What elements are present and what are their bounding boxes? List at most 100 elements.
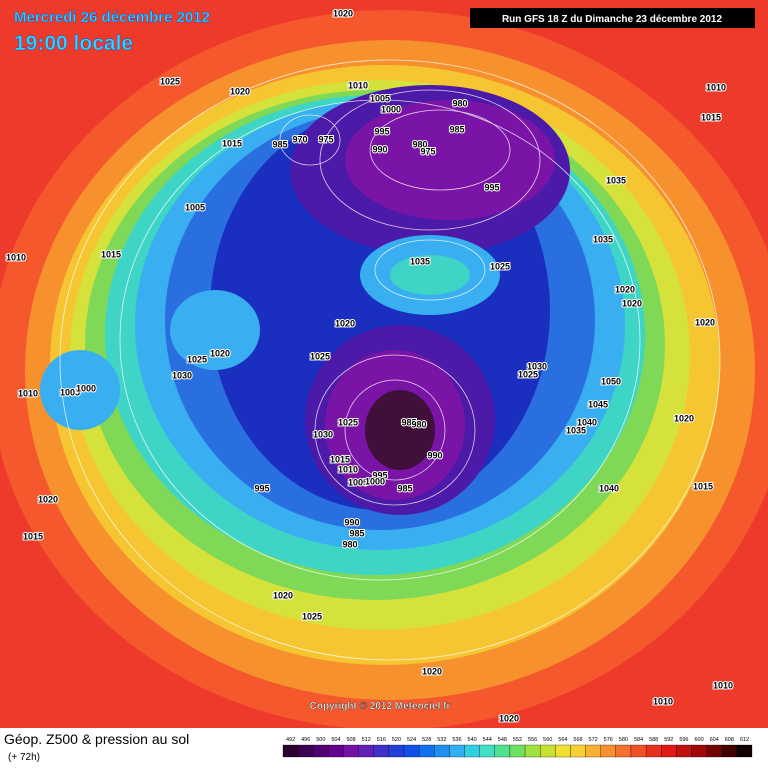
pressure-label: 1020 xyxy=(210,348,230,358)
pressure-label: 985 xyxy=(272,139,287,149)
scale-swatch xyxy=(434,744,450,758)
scale-label: 584 xyxy=(634,737,643,743)
date: Mercredi 26 décembre 2012 xyxy=(14,9,210,26)
pressure-label: 1020 xyxy=(622,298,642,308)
scale-swatch xyxy=(630,744,647,758)
pressure-label: 990 xyxy=(344,517,359,527)
scale-label: 520 xyxy=(392,737,401,743)
scale-swatch xyxy=(282,744,299,758)
scale-swatch xyxy=(555,744,571,758)
scale-swatch xyxy=(494,744,511,758)
scale-swatch xyxy=(524,744,541,758)
scale-label: 516 xyxy=(377,737,386,743)
scale-swatch xyxy=(343,744,359,758)
scale-label: 552 xyxy=(513,737,522,743)
scale-label: 592 xyxy=(664,737,673,743)
pressure-label: 1020 xyxy=(674,413,694,423)
scale-swatch xyxy=(358,744,374,758)
pressure-label: 1040 xyxy=(577,417,597,427)
pressure-label: 975 xyxy=(420,146,435,156)
pressure-label: 995 xyxy=(374,126,389,136)
legend-lead: (+ 72h) xyxy=(8,752,40,763)
scale-label: 556 xyxy=(528,737,537,743)
pressure-label: 1025 xyxy=(302,611,322,621)
scale-label: 600 xyxy=(694,737,703,743)
scale-label: 580 xyxy=(619,737,628,743)
scale-label: 496 xyxy=(301,737,310,743)
pressure-label: 1005 xyxy=(348,477,368,487)
pressure-label: 1000 xyxy=(381,104,401,114)
pressure-label: 1010 xyxy=(18,388,38,398)
color-scale: 492 496 500 504 508 512 516 520 524 528 532 536 540 5… xyxy=(282,737,753,758)
pressure-label: 1015 xyxy=(222,138,242,148)
scale-label: 568 xyxy=(573,737,582,743)
scale-swatch xyxy=(691,744,707,758)
scale-label: 588 xyxy=(649,737,658,743)
pressure-label: 1010 xyxy=(348,80,368,90)
pressure-label: 1010 xyxy=(6,252,26,262)
pressure-label: 1015 xyxy=(23,531,43,541)
scale-label: 596 xyxy=(679,737,688,743)
scale-label: 528 xyxy=(422,737,431,743)
pressure-label: 980 xyxy=(411,419,426,429)
pressure-label: 1010 xyxy=(338,464,358,474)
isobars xyxy=(59,59,721,661)
scale-swatch xyxy=(585,744,601,758)
pressure-label: 1000 xyxy=(365,476,385,486)
scale-swatch xyxy=(615,744,632,758)
scale-swatch xyxy=(721,744,738,758)
pressure-label: 1025 xyxy=(187,354,207,364)
scale-swatch xyxy=(464,744,480,758)
scale-swatch xyxy=(676,744,692,758)
pressure-label: 1005 xyxy=(185,202,205,212)
pressure-label: 990 xyxy=(372,144,387,154)
scale-label: 572 xyxy=(589,737,598,743)
scale-label: 540 xyxy=(468,737,477,743)
scale-swatch xyxy=(509,744,526,758)
pressure-label: 1025 xyxy=(490,261,510,271)
scale-swatch xyxy=(479,744,495,758)
pressure-label: 1040 xyxy=(599,483,619,493)
scale-label: 508 xyxy=(346,737,355,743)
pressure-label: 1035 xyxy=(593,234,613,244)
pressure-label: 985 xyxy=(397,483,412,493)
pressure-label: 1030 xyxy=(527,361,547,371)
scale-label: 548 xyxy=(498,737,507,743)
scale-swatch xyxy=(540,744,556,758)
pressure-label: 1020 xyxy=(273,590,293,600)
scale-swatch xyxy=(570,744,586,758)
scale-swatch xyxy=(297,744,314,758)
scale-swatch xyxy=(449,744,465,758)
pressure-label: 1035 xyxy=(566,425,586,435)
pressure-label: 1005 xyxy=(60,387,80,397)
pressure-label: 1035 xyxy=(410,256,430,266)
scale-label: 492 xyxy=(286,737,295,743)
pressure-label: 1020 xyxy=(38,494,58,504)
pressure-label: 980 xyxy=(412,139,427,149)
pressure-label: 1020 xyxy=(695,317,715,327)
pressure-label: 1020 xyxy=(333,8,353,18)
pressure-label: 1015 xyxy=(101,249,121,259)
scale-label: 504 xyxy=(331,737,340,743)
pressure-label: 980 xyxy=(342,539,357,549)
scale-swatch xyxy=(373,744,390,758)
scale-label: 612 xyxy=(740,737,749,743)
scale-swatch xyxy=(388,744,405,758)
pressure-label: 1025 xyxy=(338,417,358,427)
pressure-label: 1020 xyxy=(615,284,635,294)
pressure-label: 1030 xyxy=(172,370,192,380)
pressure-label: 1025 xyxy=(160,76,180,86)
pressure-label: 1025 xyxy=(310,351,330,361)
pressure-label: 1025 xyxy=(518,369,538,379)
pressure-label: 1015 xyxy=(330,454,350,464)
pressure-label: 975 xyxy=(318,134,333,144)
scale-swatch xyxy=(313,744,329,758)
copyright: Copyright © 2012 Meteociel.fr xyxy=(310,701,451,712)
scale-label: 532 xyxy=(437,737,446,743)
scale-swatch xyxy=(403,744,420,758)
legend-title: Géop. Z500 & pression au sol xyxy=(4,731,189,747)
scale-label: 524 xyxy=(407,737,416,743)
